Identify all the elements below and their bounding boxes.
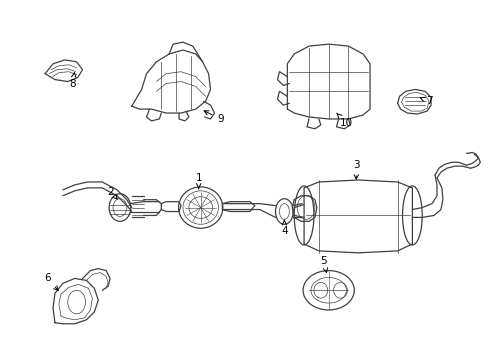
- Text: 6: 6: [44, 274, 58, 291]
- Text: 2: 2: [107, 187, 117, 199]
- Text: 10: 10: [337, 113, 353, 128]
- Text: 5: 5: [320, 256, 328, 273]
- Text: 8: 8: [70, 73, 76, 89]
- Text: 4: 4: [281, 220, 288, 236]
- Text: 1: 1: [196, 173, 202, 189]
- Text: 9: 9: [204, 111, 224, 124]
- Text: 3: 3: [353, 160, 360, 179]
- Text: 7: 7: [420, 96, 433, 106]
